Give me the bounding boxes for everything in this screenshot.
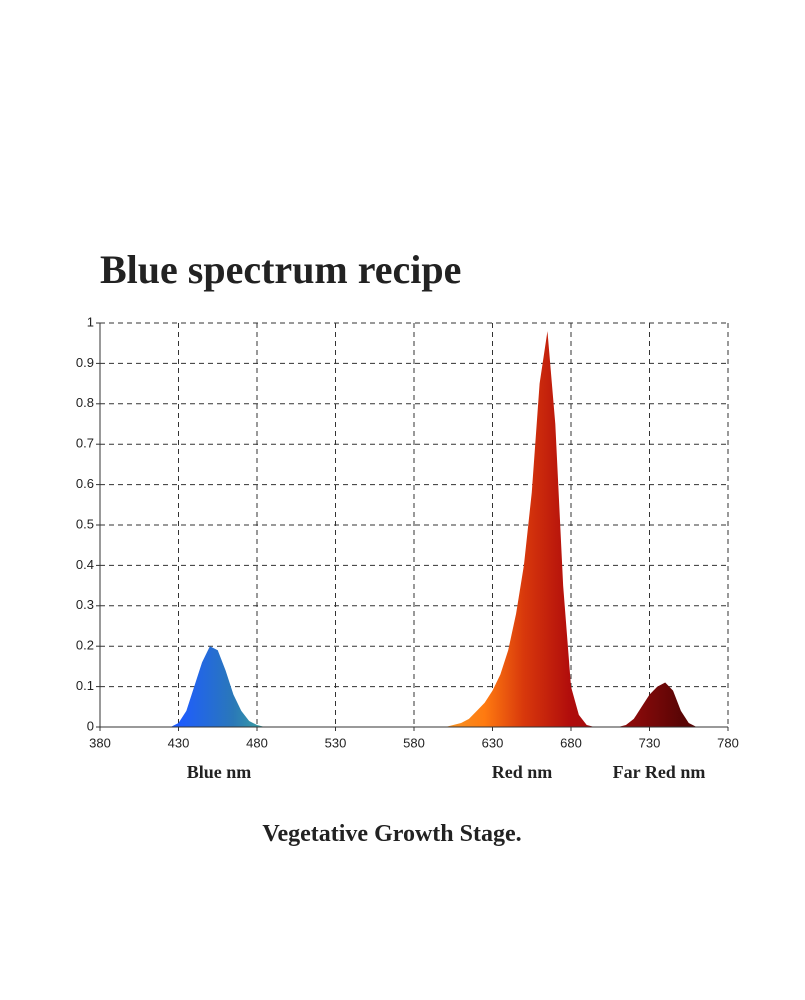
spectrum-area bbox=[100, 331, 728, 727]
y-tick-label: 0.6 bbox=[76, 476, 94, 491]
caption: Vegetative Growth Stage. bbox=[262, 821, 521, 847]
y-tick-label: 0.9 bbox=[76, 355, 94, 370]
y-tick-label: 0.2 bbox=[76, 638, 94, 653]
band-label: Far Red nm bbox=[613, 762, 706, 782]
y-tick-label: 0.3 bbox=[76, 597, 94, 612]
band-label: Blue nm bbox=[187, 762, 252, 782]
y-tick-label: 0.8 bbox=[76, 395, 94, 410]
x-tick-label: 630 bbox=[482, 735, 504, 750]
x-tick-label: 780 bbox=[717, 735, 739, 750]
x-tick-label: 480 bbox=[246, 735, 268, 750]
y-tick-label: 0 bbox=[87, 718, 94, 733]
x-tick-label: 580 bbox=[403, 735, 425, 750]
y-tick-label: 0.5 bbox=[76, 516, 94, 531]
y-tick-label: 0.4 bbox=[76, 557, 94, 572]
chart-title: Blue spectrum recipe bbox=[100, 247, 461, 292]
x-tick-label: 430 bbox=[168, 735, 190, 750]
band-label: Red nm bbox=[492, 762, 553, 782]
x-tick-label: 680 bbox=[560, 735, 582, 750]
y-tick-label: 0.7 bbox=[76, 436, 94, 451]
y-tick-label: 1 bbox=[87, 314, 94, 329]
x-tick-label: 730 bbox=[639, 735, 661, 750]
x-tick-label: 380 bbox=[89, 735, 111, 750]
y-tick-label: 0.1 bbox=[76, 678, 94, 693]
x-tick-label: 530 bbox=[325, 735, 347, 750]
